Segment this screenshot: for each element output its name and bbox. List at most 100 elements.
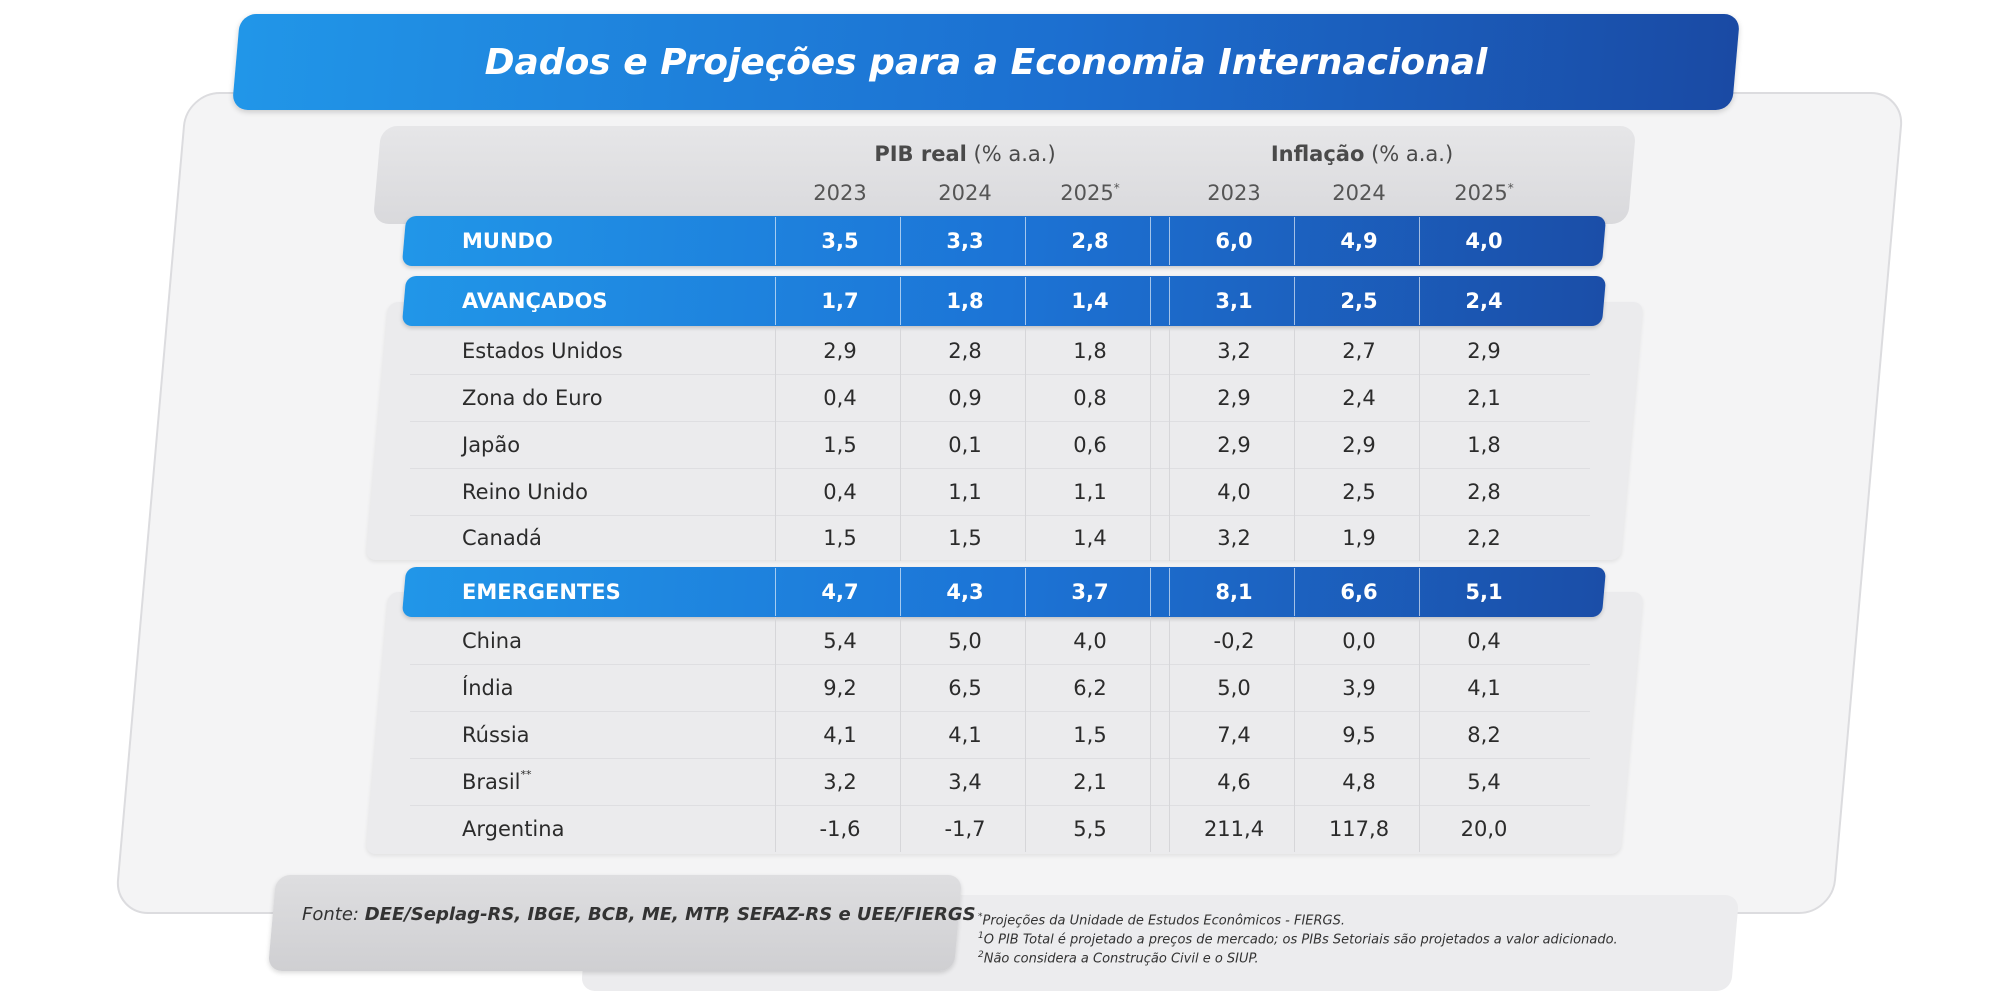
table-cell: 3,2 [1217,338,1251,363]
table-cell: 211,4 [1203,816,1265,841]
footnote: 1O PIB Total é projetado a preços de mer… [978,931,1618,948]
table-cell: 4,1 [1467,675,1501,700]
table-cell: 3,1 [1215,288,1253,313]
table-cell: 6,6 [1340,579,1378,604]
group-header-inflacao: Inflação (% a.a.) [1182,142,1542,166]
table-cell: 2,5 [1340,288,1378,313]
column-divider [1169,327,1170,561]
column-divider [1150,277,1151,325]
column-divider [775,568,776,616]
table-cell: 4,1 [948,722,982,747]
table-cell: 2,2 [1467,525,1501,550]
table-cell: 5,1 [1465,579,1503,604]
table-cell: 4,8 [1342,769,1376,794]
table-cell: -1,6 [819,816,861,841]
table-cell: 3,5 [821,228,859,253]
table-cell: 5,4 [1467,769,1501,794]
table-cell: 2,9 [1217,385,1251,410]
table-cell: 3,7 [1071,579,1109,604]
table-cell: 9,2 [823,675,857,700]
footnote: 2Não considera a Construção Civil e o SI… [978,950,1259,967]
year-header-inflacao-2024: 2024 [1332,181,1386,205]
column-divider [900,617,901,852]
table-cell: 4,9 [1340,228,1378,253]
table-row: Zona do Euro 0,4 0,9 0,8 2,9 2,4 2,1 [0,374,2000,421]
table-cell: 1,9 [1342,525,1376,550]
table-row: Rússia 4,1 4,1 1,5 7,4 9,5 8,2 [0,711,2000,758]
row-divider [410,374,1590,375]
column-divider [1025,217,1026,265]
row-label: AVANÇADOS [462,288,608,313]
column-divider [1025,568,1026,616]
column-divider [900,277,901,325]
row-label: Reino Unido [462,479,588,504]
column-divider [1419,217,1420,265]
row-label: EMERGENTES [462,579,621,604]
table-cell: 1,8 [1073,338,1107,363]
table-cell: 3,3 [946,228,984,253]
table-group-row: MUNDO 3,5 3,3 2,8 6,0 4,9 4,0 [0,217,2000,264]
table-cell: 1,1 [1073,479,1107,504]
row-label: Canadá [462,525,542,550]
table-cell: 1,5 [823,432,857,457]
table-group-row: AVANÇADOS 1,7 1,8 1,4 3,1 2,5 2,4 [0,277,2000,324]
row-divider [410,758,1590,759]
column-divider [1169,277,1170,325]
column-divider [900,327,901,561]
column-divider [1150,327,1151,561]
table-cell: 1,8 [1467,432,1501,457]
table-cell: 2,9 [1217,432,1251,457]
table-cell: 4,3 [946,579,984,604]
table-cell: 2,7 [1342,338,1376,363]
column-divider [1419,277,1420,325]
column-divider [1169,568,1170,616]
table-cell: 6,5 [948,675,982,700]
table-cell: 0,4 [1467,628,1501,653]
table-cell: 6,0 [1215,228,1253,253]
column-divider [1294,277,1295,325]
table-cell: 0,0 [1342,628,1376,653]
table-cell: 1,4 [1073,525,1107,550]
table-cell: 2,9 [1467,338,1501,363]
table-cell: 0,9 [948,385,982,410]
table-cell: 1,5 [823,525,857,550]
table-cell: 20,0 [1460,816,1508,841]
table-cell: 2,1 [1467,385,1501,410]
row-divider [410,805,1590,806]
table-cell: 1,4 [1071,288,1109,313]
table-cell: 4,0 [1465,228,1503,253]
column-divider [1419,568,1420,616]
row-divider [410,664,1590,665]
table-cell: 1,8 [946,288,984,313]
table-cell: 2,5 [1342,479,1376,504]
table-cell: 3,2 [1217,525,1251,550]
table-cell: 4,0 [1073,628,1107,653]
table-cell: 5,0 [1217,675,1251,700]
row-label: Brasil ** [462,768,532,794]
table-row: Argentina -1,6 -1,7 5,5 211,4 117,8 20,0 [0,805,2000,852]
row-divider [410,421,1590,422]
table-cell: 0,8 [1073,385,1107,410]
column-divider [1169,617,1170,852]
row-divider [410,515,1590,516]
column-divider [1025,617,1026,852]
year-header-inflacao-2025: 2025* [1454,181,1514,205]
table-cell: 2,1 [1073,769,1107,794]
table-cell: 5,5 [1073,816,1107,841]
year-header-inflacao-2023: 2023 [1207,181,1261,205]
source-text: Fonte: DEE/Seplag-RS, IBGE, BCB, ME, MTP… [302,904,976,925]
column-divider [1294,327,1295,561]
table-cell: 1,7 [821,288,859,313]
table-cell: 3,9 [1342,675,1376,700]
table-row: Brasil ** 3,2 3,4 2,1 4,6 4,8 5,4 [0,758,2000,805]
table-cell: 4,1 [823,722,857,747]
table-cell: 4,0 [1217,479,1251,504]
table-cell: 8,1 [1215,579,1253,604]
group-unit-inflacao: (% a.a.) [1371,142,1454,166]
table-cell: 2,8 [948,338,982,363]
column-divider [1294,568,1295,616]
column-divider [1419,617,1420,852]
column-divider [775,327,776,561]
table-row: Reino Unido 0,4 1,1 1,1 4,0 2,5 2,8 [0,468,2000,515]
column-divider [1150,568,1151,616]
